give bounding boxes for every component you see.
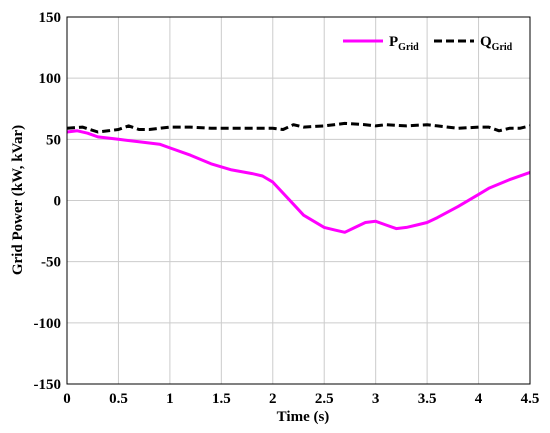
x-tick-label: 2: [269, 391, 277, 407]
legend-label-p-grid: PGrid: [389, 34, 419, 53]
x-tick-label: 1: [166, 391, 174, 407]
grid-lines: [66, 16, 531, 385]
series-line-p-grid: [66, 129, 531, 234]
y-tick-labels: 150 100 50 0 -50 -100 -150: [34, 10, 62, 393]
plot-frame: [66, 16, 531, 385]
y-axis-title: Grid Power (kW, kVar): [10, 125, 26, 275]
x-tick-label: 3.5: [418, 391, 437, 407]
y-tick-label: 150: [39, 10, 62, 26]
x-tick-label: 4.5: [521, 391, 540, 407]
y-tick-label: 100: [39, 71, 62, 87]
series-line-q-grid: [66, 121, 531, 134]
y-tick-label: -150: [34, 377, 62, 393]
x-tick-label: 2.5: [315, 391, 334, 407]
x-tick-label: 0.5: [109, 391, 128, 407]
y-tick-label: 0: [54, 194, 62, 210]
x-axis-title: Time (s): [277, 409, 330, 425]
x-tick-label: 1.5: [212, 391, 231, 407]
series-lines: [66, 121, 531, 234]
x-tick-labels: 0 0.5 1 1.5 2 2.5 3 3.5 4 4.5: [63, 391, 539, 407]
y-tick-label: -50: [41, 255, 61, 271]
y-tick-label: -100: [34, 316, 62, 332]
y-tick-label: 50: [46, 132, 61, 148]
x-tick-label: 4: [475, 391, 483, 407]
x-tick-label: 3: [372, 391, 380, 407]
legend-label-q-grid: QGrid: [480, 34, 513, 53]
x-tick-label: 0: [63, 391, 71, 407]
legend: PGrid QGrid: [343, 34, 513, 53]
